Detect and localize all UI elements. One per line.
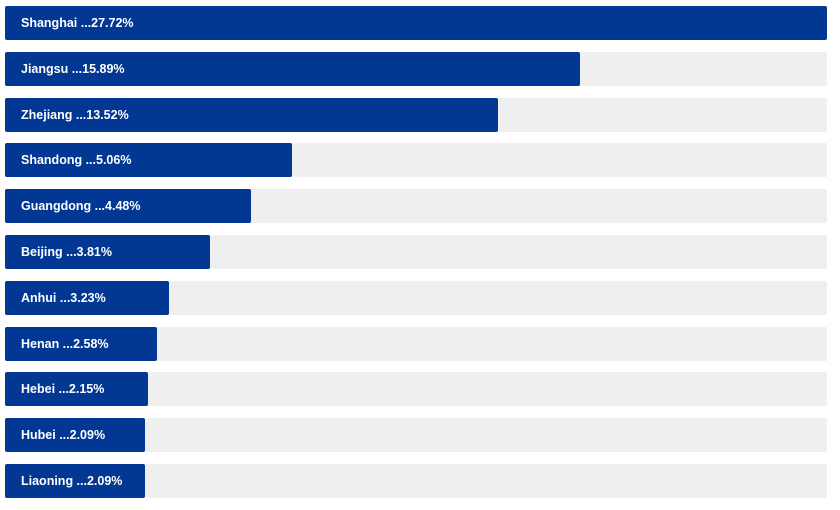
bar-row: Shandong ...5.06% — [5, 143, 827, 178]
bar-label: Beijing ...3.81% — [21, 244, 113, 259]
bar-label: Jiangsu ...15.89% — [21, 61, 125, 76]
bar-label: Shandong ...5.06% — [21, 153, 132, 168]
bar[interactable]: Jiangsu ...15.89% — [5, 51, 580, 86]
bar-label: Henan ...2.58% — [21, 336, 109, 351]
bar[interactable]: Hebei ...2.15% — [5, 372, 148, 407]
bar-track: Guangdong ...4.48% — [5, 189, 827, 224]
bar-track: Anhui ...3.23% — [5, 280, 827, 315]
bar-label: Anhui ...3.23% — [21, 290, 106, 305]
bar-chart: Shanghai ...27.72% Jiangsu ...15.89% Zheji… — [5, 6, 827, 510]
bar-row: Hubei ...2.09% — [5, 418, 827, 453]
bar-row: Guangdong ...4.48% — [5, 189, 827, 224]
bar[interactable]: Guangdong ...4.48% — [5, 189, 251, 224]
bar-row: Shanghai ...27.72% — [5, 6, 827, 40]
bar-track: Hebei ...2.15% — [5, 372, 827, 407]
bar-track: Henan ...2.58% — [5, 326, 827, 361]
bar-track: Hubei ...2.09% — [5, 418, 827, 453]
bar-row: Liaoning ...2.09% — [5, 463, 827, 498]
bar-label: Shanghai ...27.72% — [21, 16, 134, 30]
bar-row: Anhui ...3.23% — [5, 280, 827, 315]
bar-track: Liaoning ...2.09% — [5, 463, 827, 498]
bar[interactable]: Anhui ...3.23% — [5, 280, 169, 315]
bar[interactable]: Henan ...2.58% — [5, 326, 157, 361]
bar-track: Beijing ...3.81% — [5, 234, 827, 269]
bar[interactable]: Liaoning ...2.09% — [5, 463, 145, 498]
bar-row: Beijing ...3.81% — [5, 234, 827, 269]
bar-track: Shanghai ...27.72% — [5, 6, 827, 40]
bar[interactable]: Zhejiang ...13.52% — [5, 97, 498, 132]
bar[interactable]: Beijing ...3.81% — [5, 234, 210, 269]
bar-row: Hebei ...2.15% — [5, 372, 827, 407]
bar-label: Zhejiang ...13.52% — [21, 107, 129, 122]
bar[interactable]: Hubei ...2.09% — [5, 418, 145, 453]
bar-row: Zhejiang ...13.52% — [5, 97, 827, 132]
bar-track: Shandong ...5.06% — [5, 143, 827, 178]
bar-label: Guangdong ...4.48% — [21, 199, 141, 214]
bar-label: Hubei ...2.09% — [21, 428, 106, 443]
bar-label: Liaoning ...2.09% — [21, 473, 123, 488]
bar-label: Hebei ...2.15% — [21, 382, 105, 397]
bar-track: Jiangsu ...15.89% — [5, 51, 827, 86]
bar[interactable]: Shandong ...5.06% — [5, 143, 292, 178]
bar-row: Henan ...2.58% — [5, 326, 827, 361]
bar[interactable]: Shanghai ...27.72% — [5, 6, 827, 40]
bar-track: Zhejiang ...13.52% — [5, 97, 827, 132]
bar-row: Jiangsu ...15.89% — [5, 51, 827, 86]
